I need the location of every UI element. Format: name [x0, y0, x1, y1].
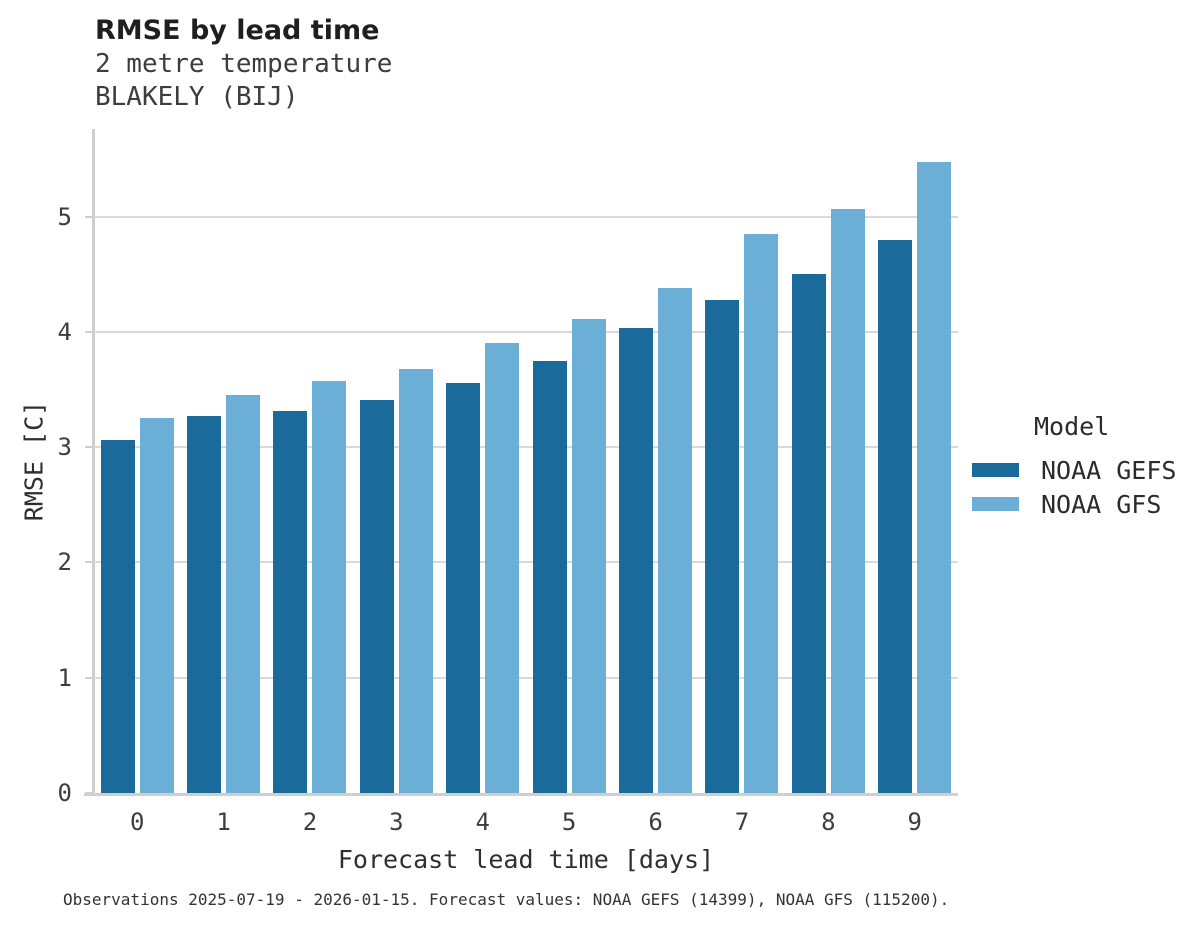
y-tick-label-4: 4: [57, 317, 72, 346]
legend-swatch-noaa-gefs: [972, 463, 1019, 477]
bar-group-day-2: [267, 129, 353, 793]
plot-area: 0 1 2 3 4 5: [58, 129, 958, 805]
y-tick-mark-1: [85, 676, 94, 679]
x-tick-labels: 0 1 2 3 4 5 6 7 8 9: [94, 808, 958, 836]
bar-noaa-gefs-day-4: [446, 382, 481, 793]
bar-noaa-gfs-day-1: [226, 395, 261, 793]
chart-subtitle-station: BLAKELY (BIJ): [95, 82, 299, 112]
y-tick-mark-0: [85, 792, 94, 794]
gridline-y-1: [94, 676, 958, 679]
bar-noaa-gefs-day-9: [878, 239, 913, 793]
bars-layer: [94, 129, 958, 793]
legend-label-noaa-gfs: NOAA GFS: [1041, 489, 1162, 519]
x-tick-label-1: 1: [216, 808, 231, 836]
y-tick-label-3: 3: [57, 433, 72, 462]
bar-noaa-gefs-day-3: [359, 399, 394, 793]
x-tick-label-5: 5: [561, 808, 577, 836]
chart-subtitle-variable: 2 metre temperature: [95, 49, 393, 79]
legend-row-noaa-gfs: NOAA GFS: [972, 487, 1176, 521]
y-axis-title: RMSE [C]: [19, 400, 49, 522]
bar-noaa-gfs-day-4: [485, 343, 520, 793]
x-tick-label-8: 8: [821, 808, 836, 836]
bar-group-day-6: [612, 129, 698, 793]
bar-group-day-9: [872, 129, 958, 793]
bar-noaa-gefs-day-7: [705, 299, 740, 793]
bar-noaa-gfs-day-7: [744, 233, 779, 793]
y-tick-label-2: 2: [57, 548, 72, 577]
bar-noaa-gefs-day-2: [273, 411, 308, 793]
bar-noaa-gefs-day-5: [532, 360, 567, 793]
y-axis-spine: [92, 129, 95, 795]
bar-noaa-gfs-day-9: [917, 162, 952, 793]
y-tick-mark-5: [85, 215, 94, 218]
bar-group-day-4: [440, 129, 526, 793]
chart-title: RMSE by lead time: [95, 15, 380, 46]
x-tick-label-2: 2: [302, 808, 318, 836]
bar-noaa-gfs-day-2: [312, 381, 347, 793]
bar-noaa-gefs-day-1: [187, 416, 222, 793]
gridline-y-2: [94, 561, 958, 564]
x-tick-label-9: 9: [907, 808, 922, 836]
bar-noaa-gfs-day-3: [398, 368, 433, 793]
bar-noaa-gfs-day-5: [571, 319, 606, 793]
y-tick-mark-3: [85, 446, 94, 449]
bar-noaa-gfs-day-6: [658, 288, 693, 793]
legend-items: NOAA GEFS NOAA GFS: [972, 453, 1176, 521]
gridline-y-3: [94, 446, 958, 449]
bar-noaa-gefs-day-6: [619, 328, 654, 793]
chart-header: RMSE by lead time 2 metre temperature BL…: [95, 14, 392, 114]
x-tick-label-4: 4: [475, 808, 490, 836]
y-tick-mark-2: [85, 561, 94, 564]
x-tick-label-7: 7: [734, 808, 750, 836]
y-tick-mark-4: [85, 330, 94, 333]
x-tick-label-3: 3: [389, 808, 404, 836]
legend: Model NOAA GEFS NOAA GFS: [972, 412, 1176, 521]
legend-label-noaa-gefs: NOAA GEFS: [1041, 455, 1177, 485]
bar-group-day-7: [699, 129, 785, 793]
bar-group-day-1: [180, 129, 266, 793]
bar-noaa-gfs-day-8: [830, 208, 865, 793]
bar-noaa-gfs-day-0: [139, 418, 174, 793]
bar-noaa-gefs-day-8: [791, 274, 826, 793]
y-tick-label-0: 0: [57, 779, 72, 807]
x-axis-title: Forecast lead time [days]: [337, 845, 715, 874]
y-tick-label-1: 1: [57, 663, 72, 692]
bar-group-day-8: [785, 129, 871, 793]
bar-noaa-gefs-day-0: [100, 440, 135, 793]
gridline-y-4: [94, 330, 958, 333]
bar-group-day-3: [353, 129, 439, 793]
y-tick-label-5: 5: [57, 202, 72, 231]
bar-group-day-0: [94, 129, 180, 793]
x-tick-label-6: 6: [648, 808, 663, 836]
legend-swatch-noaa-gfs: [972, 497, 1019, 511]
x-tick-label-0: 0: [129, 808, 145, 836]
caption: Observations 2025-07-19 - 2026-01-15. Fo…: [63, 890, 950, 909]
x-axis-spine: [84, 793, 958, 796]
legend-title: Model: [1034, 412, 1110, 441]
gridline-y-5: [94, 215, 958, 218]
bar-group-day-5: [526, 129, 612, 793]
legend-row-noaa-gefs: NOAA GEFS: [972, 453, 1176, 487]
